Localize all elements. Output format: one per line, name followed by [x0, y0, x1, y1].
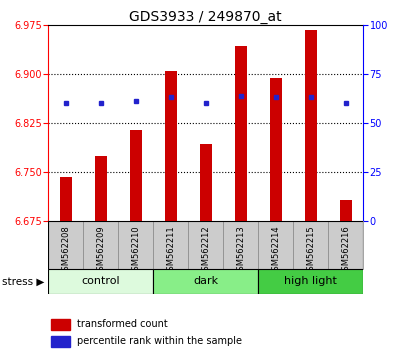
Text: GSM562214: GSM562214 — [271, 225, 280, 276]
Bar — [340, 200, 352, 221]
Title: GDS3933 / 249870_at: GDS3933 / 249870_at — [129, 10, 282, 24]
Bar — [118, 221, 153, 269]
Text: GSM562212: GSM562212 — [201, 225, 210, 276]
Bar — [130, 130, 142, 221]
Bar — [60, 177, 72, 221]
Bar — [258, 221, 293, 269]
Bar — [270, 79, 282, 221]
Text: GSM562209: GSM562209 — [96, 225, 105, 276]
Bar — [48, 221, 83, 269]
Bar — [83, 221, 118, 269]
Bar — [188, 221, 223, 269]
Bar — [94, 156, 107, 221]
Bar — [52, 336, 71, 347]
Text: transformed count: transformed count — [77, 319, 168, 329]
Bar — [304, 30, 317, 221]
Bar — [48, 269, 153, 294]
Bar — [200, 144, 212, 221]
Bar — [153, 269, 258, 294]
Bar — [293, 221, 328, 269]
Bar — [258, 269, 363, 294]
Text: dark: dark — [193, 276, 218, 286]
Text: GSM562208: GSM562208 — [61, 225, 70, 276]
Text: control: control — [81, 276, 120, 286]
Bar — [153, 221, 188, 269]
Text: GSM562211: GSM562211 — [166, 225, 175, 276]
Text: GSM562215: GSM562215 — [306, 225, 315, 276]
Text: percentile rank within the sample: percentile rank within the sample — [77, 336, 242, 346]
Bar — [165, 70, 177, 221]
Text: GSM562210: GSM562210 — [131, 225, 140, 276]
Text: high light: high light — [284, 276, 337, 286]
Text: GSM562213: GSM562213 — [236, 225, 245, 276]
Bar — [223, 221, 258, 269]
Text: stress ▶: stress ▶ — [2, 276, 44, 286]
Bar — [52, 319, 71, 330]
Bar — [328, 221, 363, 269]
Text: GSM562216: GSM562216 — [341, 225, 350, 276]
Bar — [235, 46, 247, 221]
